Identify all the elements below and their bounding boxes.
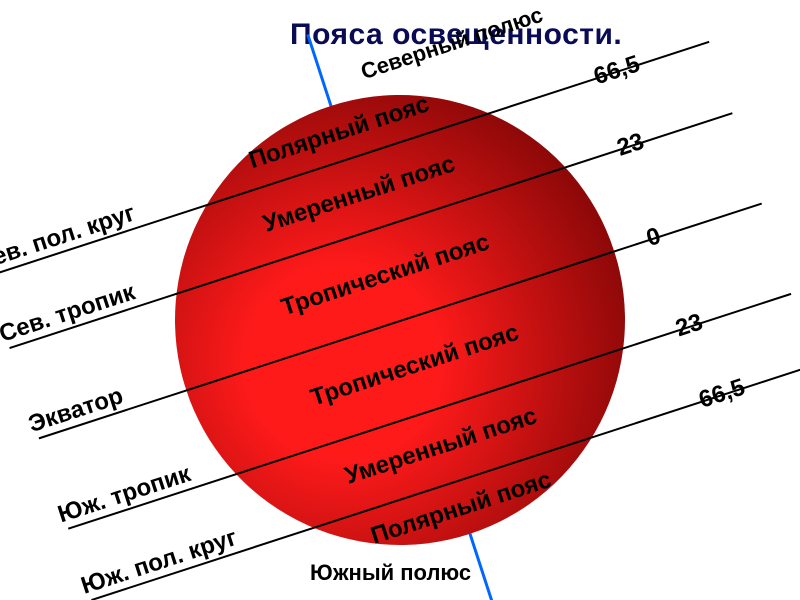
diagram-stage: Пояса освещенности. Сев. пол. круг66,5Се… <box>0 0 800 600</box>
south-pole-label: Южный полюс <box>310 560 471 586</box>
lat-degree-spolar: 66,5 <box>695 374 748 415</box>
lat-degree-ntropic: 23 <box>614 128 648 163</box>
lat-label-equator: Экватор <box>25 382 127 439</box>
lat-degree-equator: 0 <box>643 222 664 253</box>
lat-degree-stropic: 23 <box>672 308 706 343</box>
lat-label-spolar: Юж. пол. круг <box>78 524 241 600</box>
lat-degree-npolar: 66,5 <box>590 50 643 91</box>
